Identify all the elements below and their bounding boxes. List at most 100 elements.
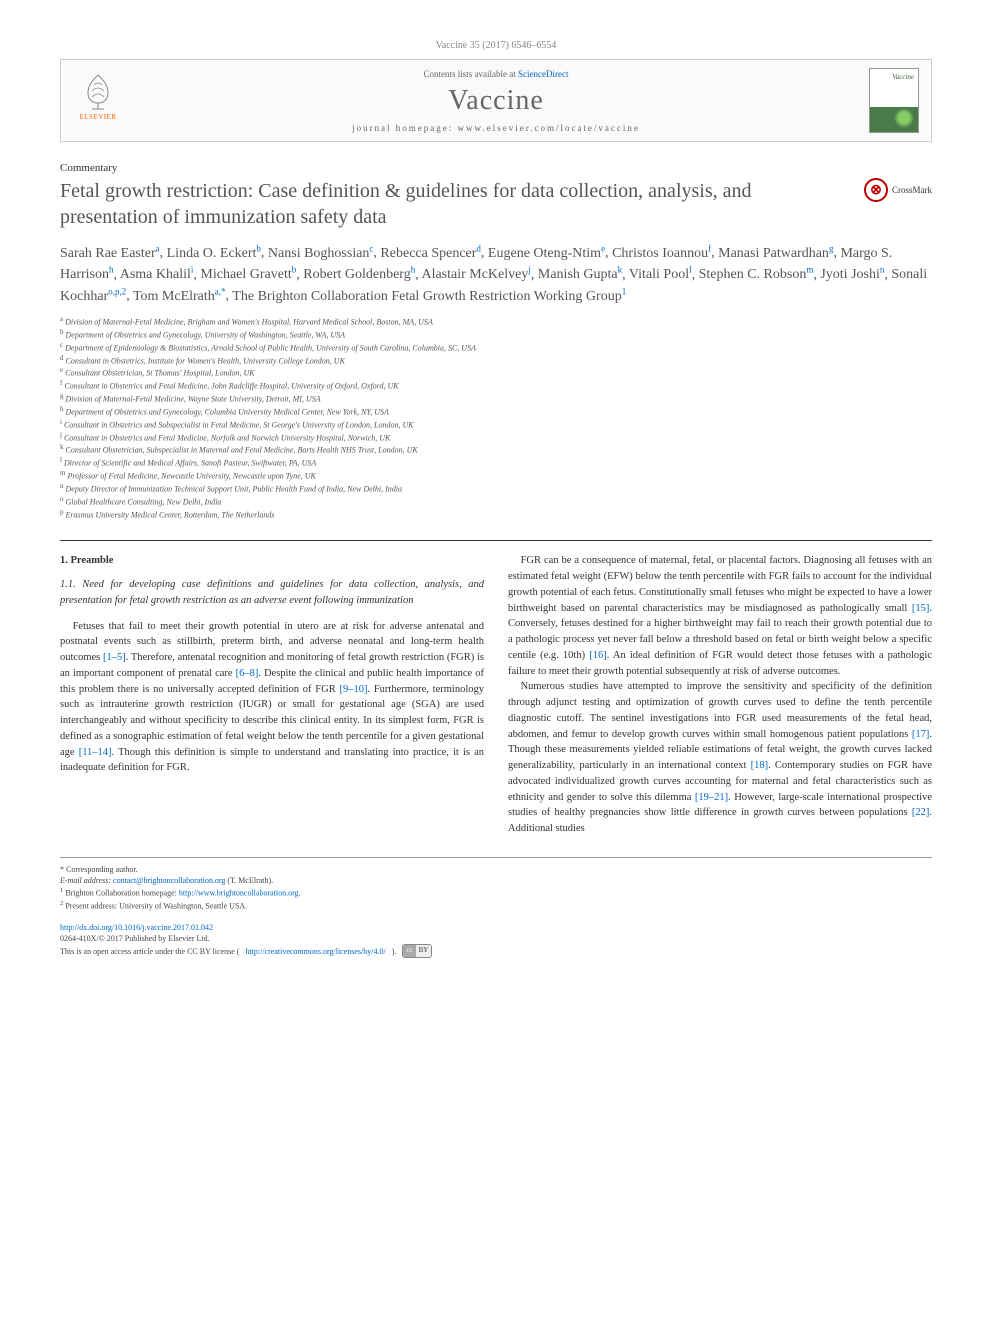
author-affil-marker: a,*: [215, 286, 226, 296]
brighton-homepage-link[interactable]: http://www.brightoncollaboration.org: [179, 889, 299, 898]
author-affil-marker: o,p,2: [108, 286, 126, 296]
author-affil-marker: k: [618, 265, 623, 275]
affiliation: b Department of Obstetrics and Gynecolog…: [60, 328, 932, 341]
author-affil-marker: b: [292, 265, 297, 275]
author: Michael Gravettb: [200, 267, 296, 282]
affiliation: i Consultant in Obstetrics and Subspecia…: [60, 418, 932, 431]
left-paragraph-1: Fetuses that fail to meet their growth p…: [60, 619, 484, 777]
author-affil-marker: n: [880, 265, 885, 275]
affiliation-marker: k: [60, 443, 64, 451]
author: Nansi Boghossianc: [268, 246, 374, 261]
doi-block: http://dx.doi.org/10.1016/j.vaccine.2017…: [60, 922, 932, 958]
author: Manish Guptak: [538, 267, 622, 282]
email-suffix: (T. McElrath).: [225, 876, 273, 885]
affiliation: o Global Healthcare Consulting, New Delh…: [60, 495, 932, 508]
homepage-url: www.elsevier.com/locate/vaccine: [458, 123, 640, 133]
author-affil-marker: m: [806, 265, 813, 275]
ref-16[interactable]: [16]: [589, 650, 607, 661]
ref-17[interactable]: [17]: [912, 729, 930, 740]
ref-18[interactable]: [18]: [751, 760, 769, 771]
affiliation: e Consultant Obstetrician, St Thomas' Ho…: [60, 366, 932, 379]
elsevier-wordmark: ELSEVIER: [79, 113, 116, 121]
page-citation: Vaccine 35 (2017) 6546–6554: [60, 40, 932, 51]
affiliation: m Professor of Fetal Medicine, Newcastle…: [60, 469, 932, 482]
cc-badge-right: BY: [416, 945, 432, 957]
affiliation-marker: c: [60, 341, 63, 349]
ref-9-10[interactable]: [9–10]: [339, 684, 367, 695]
affiliation: n Deputy Director of Immunization Techni…: [60, 482, 932, 495]
ref-19-21[interactable]: [19–21]: [695, 792, 728, 803]
affiliation-marker: f: [60, 379, 62, 387]
homepage-prefix: journal homepage:: [352, 123, 457, 133]
affiliation-marker: i: [60, 418, 62, 426]
author-affil-marker: i: [191, 265, 194, 275]
journal-homepage-line: journal homepage: www.elsevier.com/locat…: [123, 123, 869, 133]
affiliation-marker: m: [60, 469, 65, 477]
ref-15[interactable]: [15]: [912, 603, 930, 614]
journal-header-box: ELSEVIER Contents lists available at Sci…: [60, 59, 932, 142]
affiliation: p Erasmus University Medical Center, Rot…: [60, 508, 932, 521]
author-affil-marker: l: [689, 265, 692, 275]
author: Christos Ioannouf: [612, 246, 711, 261]
affiliation: c Department of Epidemiology & Biostatis…: [60, 341, 932, 354]
authors-list: Sarah Rae Eastera, Linda O. Eckertb, Nan…: [60, 242, 932, 307]
email-line: E-mail address: contact@brightoncollabor…: [60, 875, 932, 886]
right-paragraph-1: FGR can be a consequence of maternal, fe…: [508, 553, 932, 679]
journal-name: Vaccine: [123, 85, 869, 117]
author: Sarah Rae Eastera: [60, 246, 160, 261]
crossmark-label: CrossMark: [892, 185, 932, 195]
doi-link[interactable]: http://dx.doi.org/10.1016/j.vaccine.2017…: [60, 923, 213, 932]
author-affil-marker: b: [256, 243, 261, 253]
author-affil-marker: c: [369, 243, 373, 253]
affiliation: g Division of Maternal-Fetal Medicine, W…: [60, 392, 932, 405]
affiliation: d Consultant in Obstetrics, Institute fo…: [60, 354, 932, 367]
author: Manasi Patwardhang: [718, 246, 833, 261]
sciencedirect-link[interactable]: ScienceDirect: [518, 69, 568, 79]
cover-title: Vaccine: [892, 73, 914, 81]
title-row: Fetal growth restriction: Case definitio…: [60, 178, 932, 230]
affiliation: j Consultant in Obstetrics and Fetal Med…: [60, 431, 932, 444]
affiliation-marker: l: [60, 456, 62, 464]
affiliation: h Department of Obstetrics and Gynecolog…: [60, 405, 932, 418]
subsection-1-1-heading: 1.1. Need for developing case definition…: [60, 577, 484, 609]
affiliation-marker: b: [60, 328, 64, 336]
affiliation-marker: n: [60, 482, 64, 490]
contents-prefix: Contents lists available at: [424, 69, 518, 79]
cc-by-badge: cc BY: [402, 944, 432, 958]
ref-1-5[interactable]: [1–5]: [103, 652, 126, 663]
footnote-1: 1 Brighton Collaboration homepage: http:…: [60, 886, 932, 899]
author: Stephen C. Robsonm: [699, 267, 814, 282]
ref-22[interactable]: [22]: [912, 807, 930, 818]
contact-email-link[interactable]: contact@brightoncollaboration.org: [113, 876, 225, 885]
email-label: E-mail address:: [60, 876, 113, 885]
ref-11-14[interactable]: [11–14]: [79, 747, 112, 758]
contents-available-line: Contents lists available at ScienceDirec…: [123, 69, 869, 79]
author-affil-marker: h: [109, 265, 114, 275]
journal-center-block: Contents lists available at ScienceDirec…: [123, 69, 869, 133]
right-paragraph-2: Numerous studies have attempted to impro…: [508, 679, 932, 837]
affiliation-marker: g: [60, 392, 64, 400]
crossmark-icon: ⊗: [864, 178, 888, 202]
article-title: Fetal growth restriction: Case definitio…: [60, 178, 854, 230]
corresponding-author: * Corresponding author.: [60, 864, 932, 875]
author-affil-marker: d: [476, 243, 481, 253]
journal-cover-thumbnail: Vaccine: [869, 68, 919, 133]
affiliations-list: a Division of Maternal-Fetal Medicine, B…: [60, 315, 932, 521]
crossmark-badge[interactable]: ⊗ CrossMark: [864, 178, 932, 202]
author: Eugene Oteng-Ntime: [488, 246, 605, 261]
license-row: This is an open access article under the…: [60, 944, 932, 958]
affiliation: a Division of Maternal-Fetal Medicine, B…: [60, 315, 932, 328]
issn-line: 0264-410X/© 2017 Published by Elsevier L…: [60, 933, 932, 944]
footer-notes: * Corresponding author. E-mail address: …: [60, 857, 932, 912]
author: Tom McElratha,*: [133, 289, 226, 304]
author: Rebecca Spencerd: [380, 246, 481, 261]
license-text: This is an open access article under the…: [60, 946, 239, 957]
author: Robert Goldenbergh: [303, 267, 415, 282]
divider: [60, 540, 932, 541]
author-affil-marker: g: [829, 243, 834, 253]
author-affil-marker: h: [411, 265, 416, 275]
license-link[interactable]: http://creativecommons.org/licenses/by/4…: [245, 946, 385, 957]
author: Vitali Pooll: [629, 267, 692, 282]
left-column: 1. Preamble 1.1. Need for developing cas…: [60, 553, 484, 837]
ref-6-8[interactable]: [6–8]: [236, 668, 259, 679]
